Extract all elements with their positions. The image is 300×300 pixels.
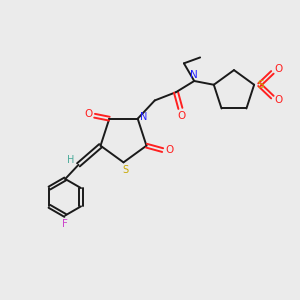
Text: N: N bbox=[140, 112, 148, 122]
Text: F: F bbox=[62, 219, 68, 229]
Text: O: O bbox=[84, 109, 92, 119]
Text: O: O bbox=[178, 111, 186, 121]
Text: S: S bbox=[122, 165, 128, 175]
Text: H: H bbox=[68, 155, 75, 165]
Text: O: O bbox=[275, 95, 283, 105]
Text: S: S bbox=[258, 80, 264, 90]
Text: O: O bbox=[275, 64, 283, 74]
Text: N: N bbox=[190, 70, 198, 80]
Text: O: O bbox=[165, 145, 173, 155]
